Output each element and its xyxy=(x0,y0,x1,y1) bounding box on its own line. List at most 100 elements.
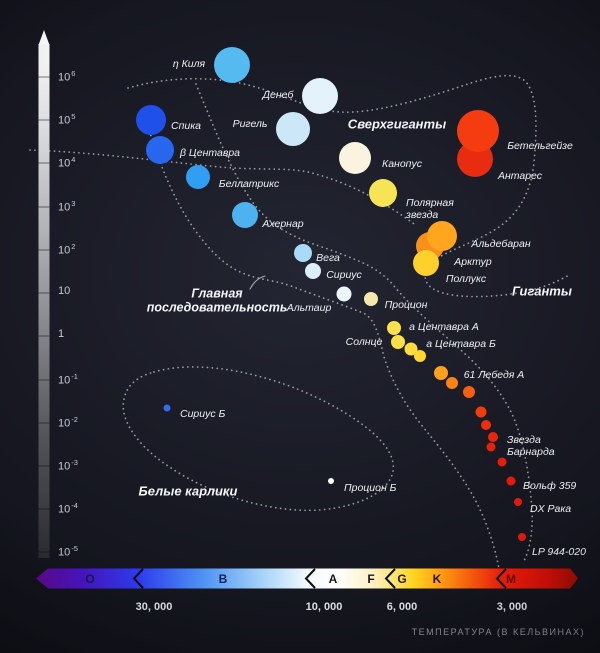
spectral-class-M: M xyxy=(506,572,516,586)
star-barnards-star xyxy=(486,442,496,452)
region-label-supergiants: Сверхгиганты xyxy=(347,116,447,132)
main-sequence-label-line2: последовательность xyxy=(146,300,288,314)
luminosity-tick-10-2: 10-2 xyxy=(58,415,78,430)
star-procyon xyxy=(364,292,378,306)
spectral-class-K: K xyxy=(433,572,442,586)
star-label-alpha-centauri-b: а Центавра Б xyxy=(426,338,496,350)
luminosity-tick-103: 103 xyxy=(58,199,76,214)
spectral-class-O: O xyxy=(85,572,94,586)
star-label-spica: Спика xyxy=(171,120,201,132)
main-sequence-lower-outline xyxy=(147,125,500,570)
star-sirius-b xyxy=(163,404,171,412)
star-label-betelgeuse: Бетельгейзе xyxy=(507,140,573,152)
region-label-giants: Гиганты xyxy=(512,283,572,299)
star-label-rigel: Ригель xyxy=(233,118,268,130)
temperature-tick-3000: 3, 000 xyxy=(496,601,528,613)
star-eta-carinae xyxy=(214,47,250,83)
star-canopus xyxy=(339,142,371,174)
star-label-lp-944-020: LP 944-020 xyxy=(532,546,586,558)
region-label-main-sequence: Главная последовательность xyxy=(146,286,288,315)
star-ms-dot-1 xyxy=(414,350,426,362)
star-ms-dot-5 xyxy=(481,420,491,430)
spectral-class-B: B xyxy=(219,572,228,586)
star-label-pollux: Поллукс xyxy=(446,273,487,285)
star-label-wolf-359: Вольф 359 xyxy=(523,480,576,492)
luminosity-tick-10-3: 10-3 xyxy=(58,458,78,473)
spectral-boundary-chevron-icon xyxy=(495,568,507,589)
star-label-sirius-b: Сириус Б xyxy=(180,408,226,420)
star-sirius xyxy=(305,263,321,279)
axis-arrow-icon xyxy=(38,30,50,45)
star-ms-dot-6 xyxy=(488,432,498,442)
star-label-polaris-line2: звезда xyxy=(405,209,438,221)
temperature-axis-title: ТЕМПЕРАТУРА (В КЕЛЬВИНАХ) xyxy=(411,627,585,637)
star-label-beta-centauri: β Центавра xyxy=(179,147,240,159)
star-deneb xyxy=(302,78,338,114)
star-sun xyxy=(387,321,401,335)
luminosity-tick-10: 10 xyxy=(58,285,71,297)
temperature-tick-6000: 6, 000 xyxy=(386,601,418,613)
star-lp-944-020 xyxy=(518,533,526,541)
star-pollux xyxy=(413,250,439,276)
star-61-cygni-a xyxy=(434,366,448,380)
region-label-white-dwarfs: Белые карлики xyxy=(138,483,238,499)
spectral-boundary-chevron-icon xyxy=(304,568,316,589)
spectral-boundary-chevron-icon xyxy=(384,568,396,589)
luminosity-tick-10-5: 10-5 xyxy=(58,544,78,559)
star-label-procyon-b: Процион Б xyxy=(344,482,397,494)
star-label-altair: Альтаир xyxy=(286,302,332,314)
star-altair xyxy=(336,286,352,302)
region-outlines xyxy=(29,74,570,570)
axis-bar xyxy=(38,44,50,558)
star-alpha-centauri-b xyxy=(404,342,418,356)
star-label-achernar: Ахернар xyxy=(261,218,303,230)
star-dx-cancri xyxy=(514,498,522,506)
luminosity-tick-105: 105 xyxy=(58,112,76,127)
star-label-deneb: Денеб xyxy=(262,89,295,101)
star-ms-dot-4 xyxy=(475,406,487,418)
star-label-arcturus: Арктур xyxy=(453,256,492,268)
axis-bar-ticks xyxy=(38,76,50,553)
star-label-procyon: Процион xyxy=(385,299,428,311)
star-label-sirius: Сириус xyxy=(326,269,362,281)
luminosity-tick-10-4: 10-4 xyxy=(58,501,78,516)
star-label-barnards-star: Звезда xyxy=(507,434,541,446)
star-betelgeuse xyxy=(457,110,499,152)
star-beta-centauri xyxy=(146,136,174,164)
star-label-canopus: Канопус xyxy=(382,158,423,170)
luminosity-tick-104: 104 xyxy=(58,155,76,170)
star-ms-dot-7 xyxy=(497,457,507,467)
stars xyxy=(136,47,526,541)
star-labels: Спика β Центавра η Киля Денеб Ригель Беллатри… xyxy=(171,58,586,558)
luminosity-tick-102: 102 xyxy=(58,242,76,257)
star-vega xyxy=(294,244,312,262)
temperature-tick-30000: 30, 000 xyxy=(135,601,173,613)
star-ms-dot-3 xyxy=(463,386,475,398)
star-label-61-cygni-a: 61 Лебедя А xyxy=(464,369,525,381)
star-label-barnards-star-line2: Барнарда xyxy=(507,446,555,458)
luminosity-tick-10-1: 10-1 xyxy=(58,372,78,387)
star-bellatrix xyxy=(186,165,210,189)
star-polaris xyxy=(369,179,397,207)
star-alpha-centauri-a xyxy=(391,335,405,349)
star-spica xyxy=(136,105,166,135)
star-label-polaris: Полярная xyxy=(406,197,454,209)
supergiants-lower-outline xyxy=(29,149,415,225)
star-label-antares: Антарес xyxy=(497,170,543,182)
luminosity-tick-1: 1 xyxy=(58,328,65,340)
star-procyon-b xyxy=(328,478,334,484)
spectral-class-G: G xyxy=(397,572,406,586)
star-label-aldebaran: Альдебаран xyxy=(470,238,531,250)
spectral-boundary-chevron-icon xyxy=(132,568,144,589)
main-sequence-label-line1: Главная xyxy=(191,286,243,301)
star-wolf-359 xyxy=(506,476,516,486)
main-sequence-pointer xyxy=(249,275,266,290)
star-label-vega: Вега xyxy=(316,252,340,264)
spectral-class-F: F xyxy=(367,572,374,586)
star-achernar xyxy=(232,202,258,228)
spectral-class-A: A xyxy=(329,572,338,586)
